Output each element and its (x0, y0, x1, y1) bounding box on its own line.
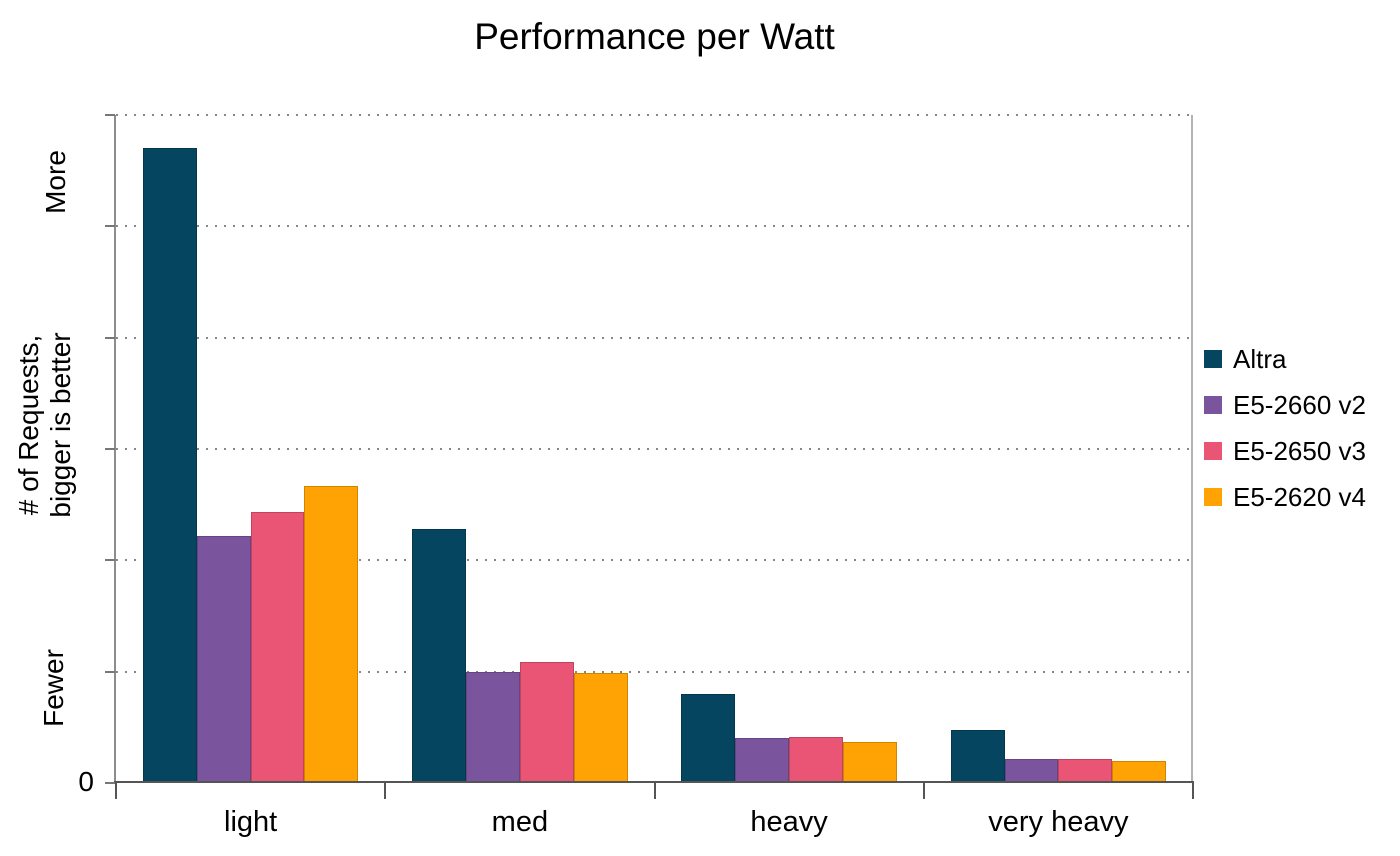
chart-title: Performance per Watt (474, 16, 835, 57)
legend-label: E5-2620 v4 (1233, 482, 1366, 512)
y-axis-tick (105, 670, 115, 673)
bar-e5-2620-v4-light (304, 485, 359, 783)
legend-item: Altra (1204, 344, 1366, 374)
bar-e5-2620-v4-very-heavy (1112, 760, 1167, 783)
bar-e5-2660-v2-very-heavy (1004, 758, 1059, 783)
y-axis-tick (105, 336, 115, 339)
plot-area (116, 114, 1193, 783)
x-axis-tick (384, 781, 387, 799)
y-axis-tick (105, 225, 115, 228)
bar-e5-2650-v3-heavy (789, 737, 843, 783)
bar-altra-light (142, 148, 197, 783)
x-axis-category-label: heavy (750, 806, 828, 838)
bar-e5-2660-v2-med (466, 671, 520, 783)
bar-e5-2620-v4-heavy (842, 741, 897, 783)
gridline (116, 114, 1191, 116)
bar-e5-2660-v2-light (196, 535, 251, 783)
gridline (116, 670, 1191, 673)
bar-e5-2650-v3-med (519, 661, 574, 783)
x-axis-tick (922, 781, 925, 799)
legend: Altra E5-2660 v2 E5-2650 v3 E5-2620 v4 (1204, 344, 1366, 512)
legend-label: E5-2660 v2 (1233, 390, 1366, 420)
legend-swatch-icon (1204, 396, 1222, 414)
legend-swatch-icon (1204, 350, 1222, 368)
bar-e5-2620-v4-med (573, 672, 628, 783)
y-axis-line (114, 115, 116, 783)
y-axis-tick (105, 559, 115, 562)
bar-altra-med (412, 529, 467, 783)
x-axis-category-label: light (224, 806, 278, 838)
bar-e5-2660-v2-heavy (735, 738, 790, 783)
y-axis-tick (105, 114, 115, 116)
legend-swatch-icon (1204, 488, 1222, 506)
x-axis-tick (115, 781, 117, 799)
y-axis-tick (105, 782, 115, 784)
legend-item: E5-2620 v4 (1204, 482, 1366, 512)
y-axis-zero-label: 0 (78, 766, 94, 797)
y-axis-tick (105, 448, 115, 450)
gridline (116, 559, 1191, 562)
legend-label: Altra (1233, 344, 1287, 374)
legend-label: E5-2650 v3 (1233, 436, 1366, 466)
gridline (116, 448, 1191, 450)
x-axis-tick (653, 781, 656, 799)
x-axis-tick (1192, 781, 1194, 799)
gridline (116, 336, 1191, 339)
y-axis-label-fewer: Fewer (37, 649, 69, 727)
legend-swatch-icon (1204, 442, 1222, 460)
x-axis-category-label: med (491, 806, 549, 838)
y-axis-title: # of Requests, bigger is better (12, 332, 76, 518)
y-axis-label-more: More (39, 150, 71, 214)
bar-e5-2650-v3-very-heavy (1058, 758, 1113, 783)
x-axis-category-label: very heavy (988, 806, 1129, 838)
legend-item: E5-2650 v3 (1204, 436, 1366, 466)
bar-altra-heavy (681, 693, 736, 783)
bar-altra-very-heavy (950, 729, 1005, 783)
gridline (116, 225, 1191, 228)
legend-item: E5-2660 v2 (1204, 390, 1366, 420)
bar-e5-2650-v3-light (250, 512, 305, 783)
